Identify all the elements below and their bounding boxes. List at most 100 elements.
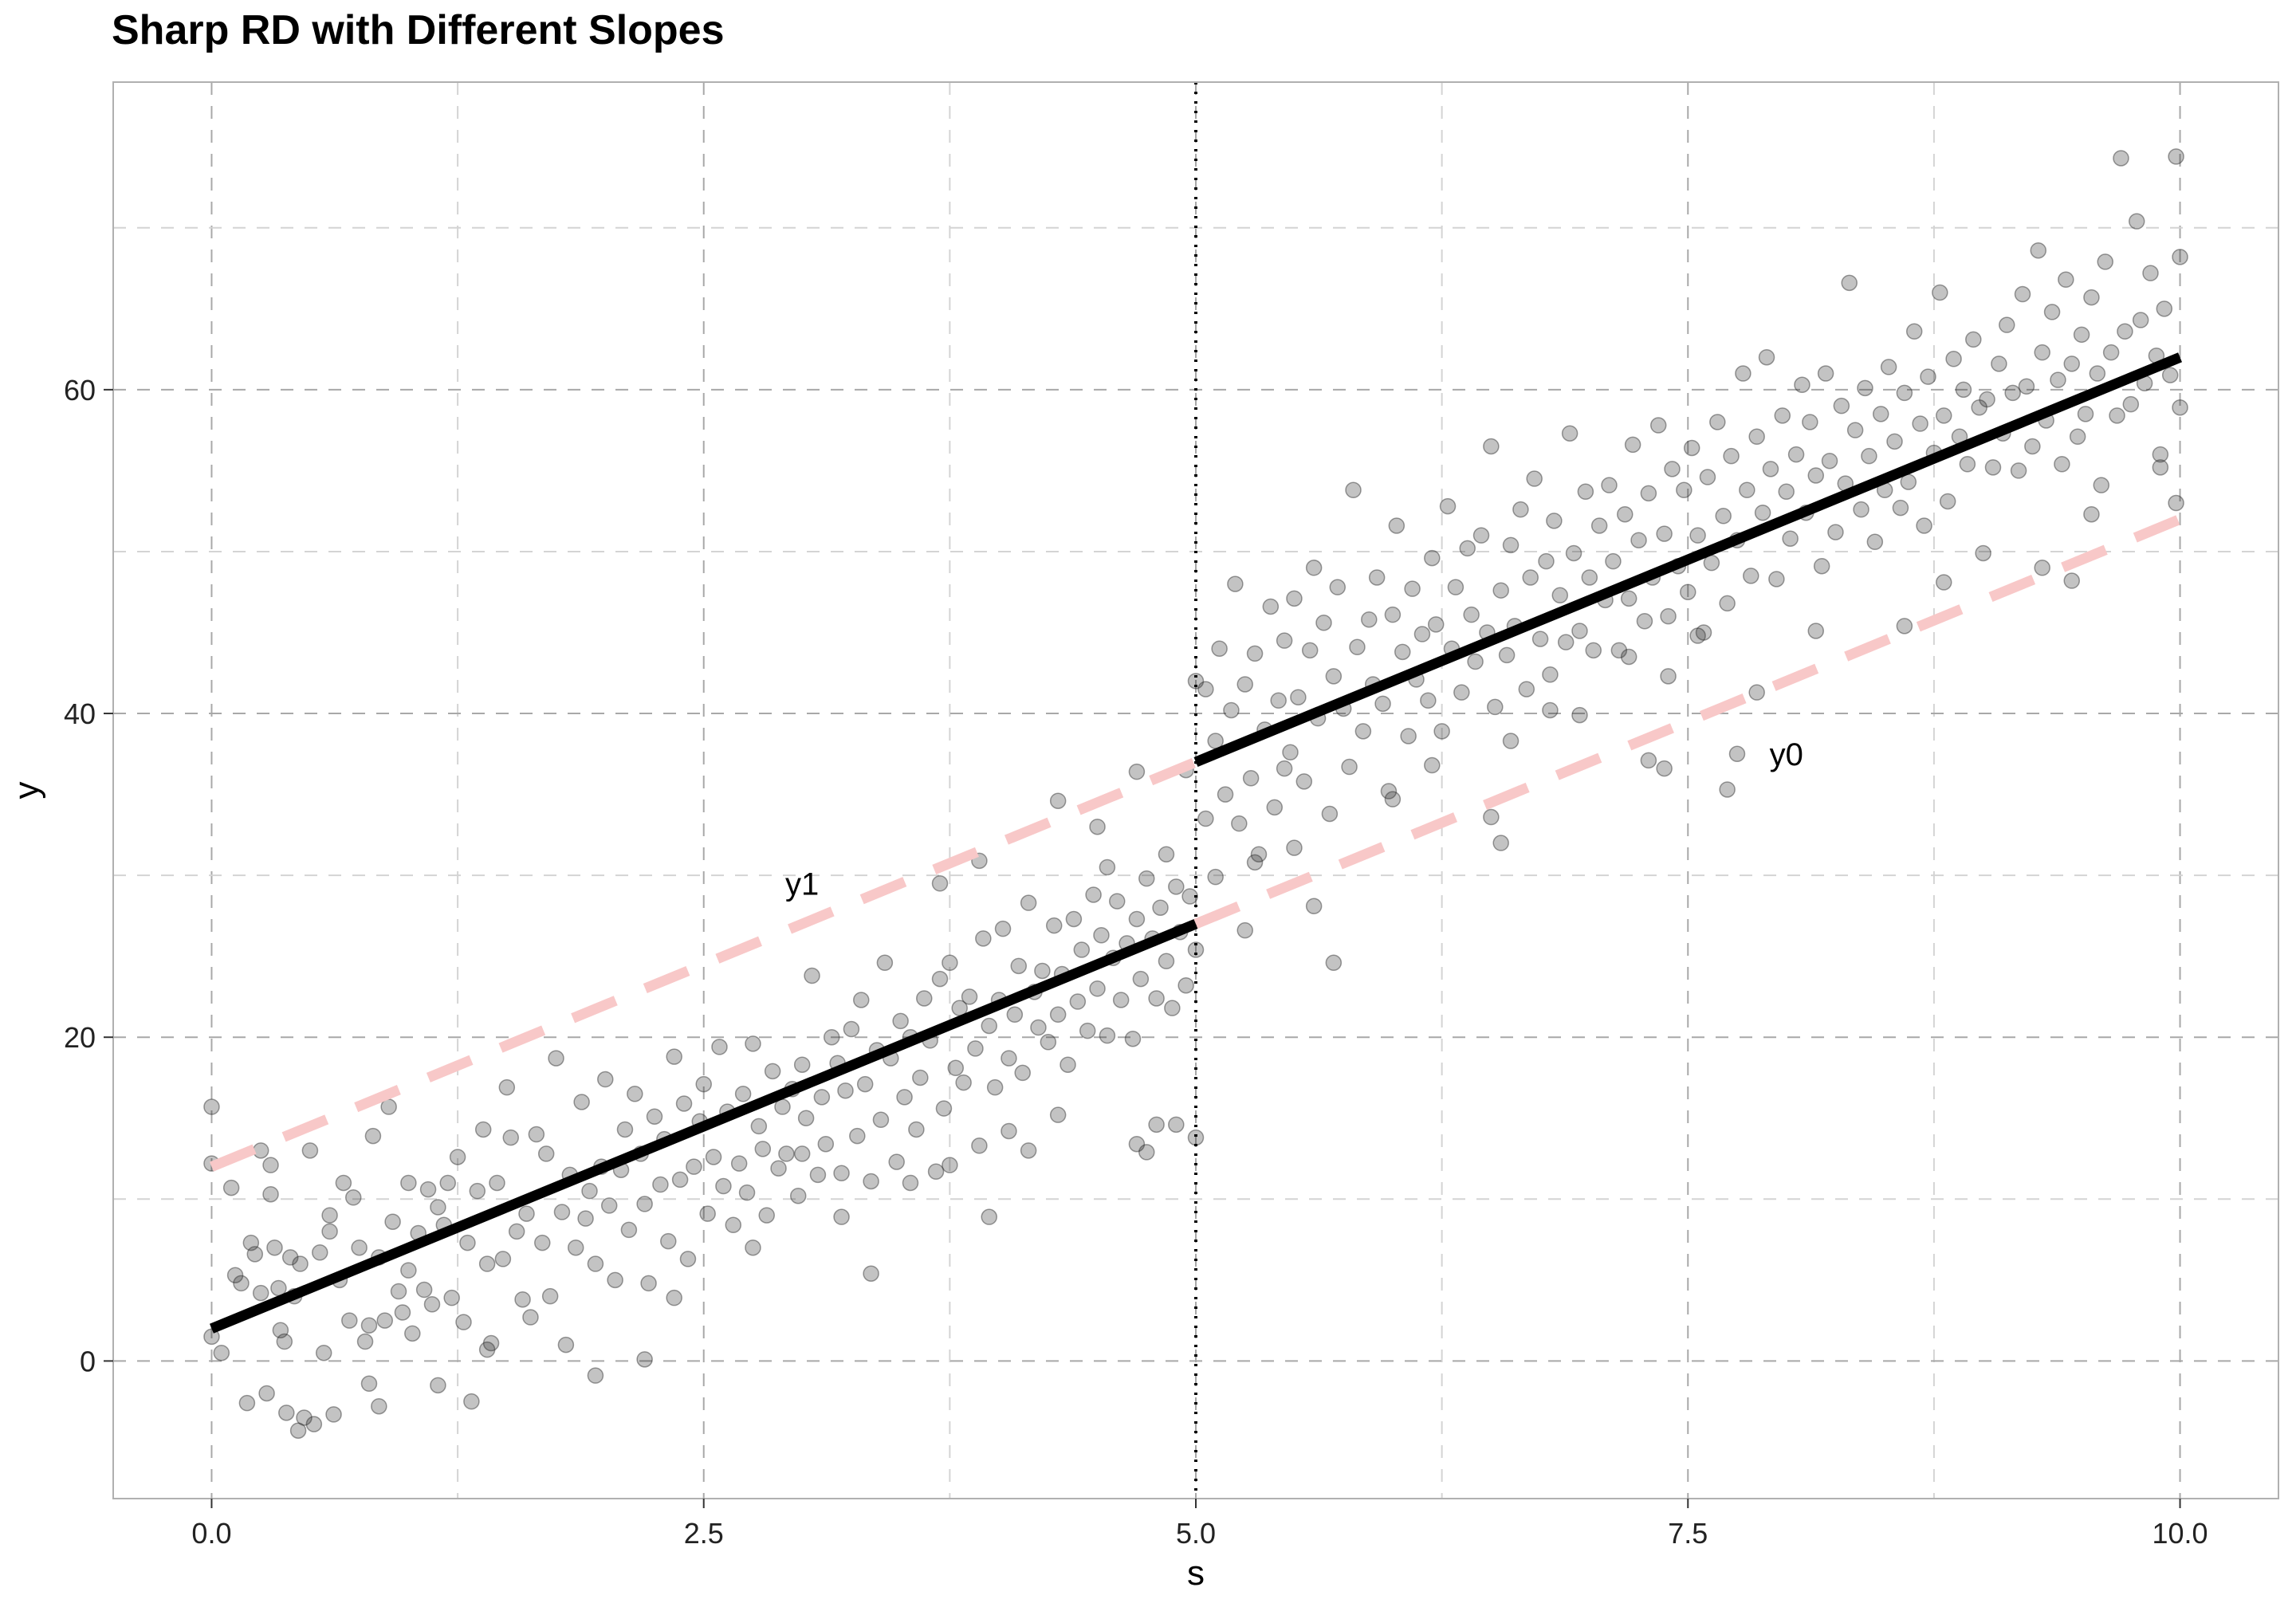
data-point xyxy=(616,1121,634,1138)
data-point xyxy=(1138,1144,1155,1161)
data-point xyxy=(1270,692,1287,709)
data-point xyxy=(1571,623,1588,639)
data-point xyxy=(1640,485,1657,502)
data-point xyxy=(1374,695,1391,713)
data-point xyxy=(902,1174,919,1192)
data-point xyxy=(1774,407,1791,424)
data-point xyxy=(872,1111,890,1129)
data-point xyxy=(1250,846,1268,862)
data-point xyxy=(1089,818,1106,835)
data-point xyxy=(1181,888,1198,905)
data-point xyxy=(1148,990,1165,1007)
data-point xyxy=(1321,805,1339,823)
data-point xyxy=(1164,1000,1181,1016)
data-point xyxy=(364,1127,382,1145)
data-point xyxy=(856,1075,874,1093)
data-point xyxy=(876,954,894,972)
data-point xyxy=(1246,645,1264,662)
data-point xyxy=(2128,213,2145,230)
data-point xyxy=(2018,378,2035,395)
data-point xyxy=(371,1397,387,1415)
data-point xyxy=(1413,626,1431,642)
data-point xyxy=(1492,582,1509,599)
data-point xyxy=(1676,481,1693,499)
data-point xyxy=(1345,481,1362,499)
data-point xyxy=(1630,532,1647,548)
data-point xyxy=(1197,810,1214,827)
data-point xyxy=(1010,957,1028,975)
data-point xyxy=(482,1334,500,1352)
data-point xyxy=(1231,815,1248,832)
data-point xyxy=(1089,980,1106,997)
data-point xyxy=(730,1155,748,1172)
data-point xyxy=(833,1165,850,1182)
data-point xyxy=(1886,433,1903,450)
data-point xyxy=(931,970,949,988)
data-point xyxy=(305,1416,323,1432)
data-point xyxy=(1400,728,1417,745)
data-point xyxy=(1276,760,1293,777)
data-point xyxy=(2152,459,2169,476)
data-point xyxy=(2132,312,2149,328)
data-point xyxy=(1945,351,1962,367)
data-point xyxy=(1794,376,1810,394)
data-point xyxy=(1912,415,1928,432)
data-point xyxy=(292,1255,309,1272)
data-point xyxy=(758,1207,775,1224)
data-point xyxy=(1286,839,1303,856)
data-point xyxy=(1305,898,1323,914)
data-point xyxy=(1177,976,1194,994)
data-point xyxy=(675,1095,693,1112)
data-point xyxy=(679,1251,697,1267)
data-point xyxy=(415,1281,433,1299)
data-point xyxy=(1526,470,1543,487)
data-point xyxy=(321,1207,338,1224)
data-point xyxy=(1605,552,1622,570)
data-point xyxy=(2058,271,2074,289)
data-point xyxy=(2050,371,2066,388)
data-point xyxy=(1487,698,1504,716)
data-point xyxy=(1577,483,1594,501)
data-point xyxy=(1932,284,1948,301)
data-point xyxy=(1246,854,1264,871)
data-point xyxy=(2161,367,2179,383)
data-point xyxy=(1108,893,1126,910)
data-point xyxy=(2063,356,2080,372)
data-point xyxy=(2113,150,2129,167)
data-point xyxy=(1866,533,1884,551)
data-point xyxy=(262,1185,279,1203)
data-point xyxy=(607,1271,623,1289)
data-point xyxy=(2004,384,2021,402)
data-point xyxy=(1217,786,1234,803)
y1-line xyxy=(209,756,1198,1172)
data-point xyxy=(1498,646,1516,664)
data-point xyxy=(1748,428,1765,446)
data-point xyxy=(1349,638,1366,656)
data-point xyxy=(1735,365,1751,382)
data-point xyxy=(1916,517,1932,534)
data-point xyxy=(1187,1129,1205,1146)
data-point xyxy=(459,1234,476,1251)
data-point xyxy=(498,1079,516,1096)
data-point xyxy=(321,1223,338,1240)
data-point xyxy=(994,920,1012,937)
data-point xyxy=(1006,1006,1024,1024)
data-point xyxy=(400,1262,417,1279)
data-point xyxy=(272,1322,289,1339)
data-point xyxy=(745,1239,761,1256)
data-point xyxy=(896,1089,913,1106)
data-point xyxy=(1242,770,1260,787)
data-point xyxy=(1557,634,1575,650)
data-point xyxy=(325,1406,342,1423)
data-point xyxy=(1459,540,1476,557)
data-point xyxy=(1833,397,1850,415)
data-point xyxy=(1325,954,1343,972)
data-point xyxy=(975,930,992,947)
data-point xyxy=(1295,773,1313,790)
data-point xyxy=(1782,530,1799,547)
data-point xyxy=(1045,917,1063,934)
data-point xyxy=(360,1317,378,1334)
x-tick-label: 10.0 xyxy=(2152,1517,2208,1550)
data-point xyxy=(888,1153,905,1170)
data-point xyxy=(916,990,933,1007)
